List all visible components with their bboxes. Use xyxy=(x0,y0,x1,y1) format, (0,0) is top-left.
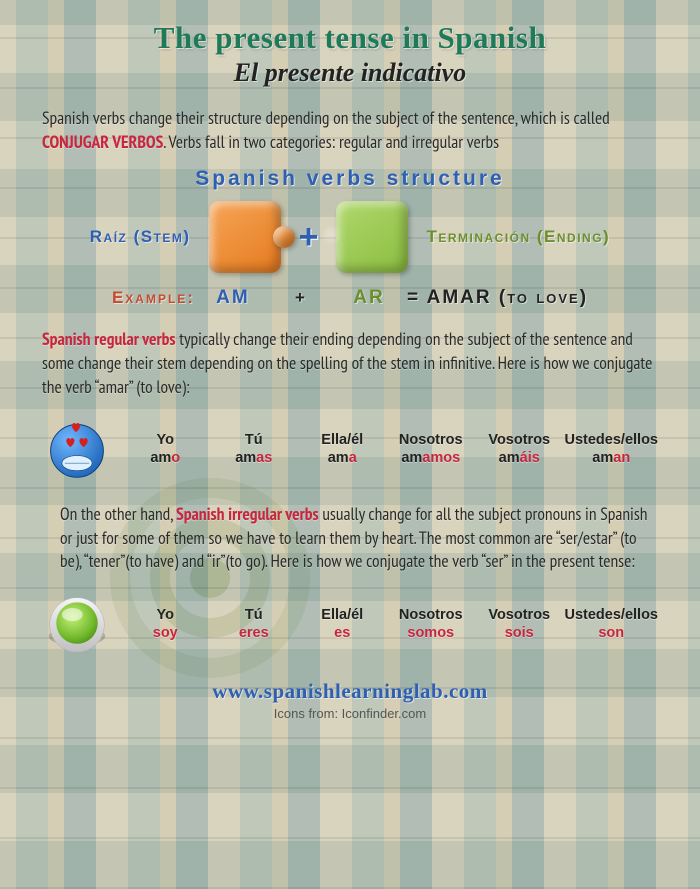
example-stem: AM xyxy=(203,287,263,309)
form: ama xyxy=(299,450,386,466)
amar-conjugation: Yo Tú Ella/él Nosotros Vosotros Ustedes/… xyxy=(42,414,658,484)
intro-highlight: CONJUGAR VERBOS xyxy=(42,130,163,153)
form: amas xyxy=(211,450,298,466)
green-button-icon xyxy=(42,589,112,659)
irregular-highlight: Spanish irregular verbs xyxy=(176,502,319,525)
pron: Tú xyxy=(211,607,298,625)
footer-credit: Icons from: Iconfinder.com xyxy=(42,706,658,721)
form: soy xyxy=(122,625,209,641)
example-row: Example: AM + AR = AMAR (to love) xyxy=(42,287,658,309)
form: es xyxy=(299,625,386,641)
pron: Ella/él xyxy=(299,432,386,450)
pron: Nosotros xyxy=(388,432,475,450)
structure-heading: Spanish verbs structure xyxy=(42,167,658,191)
irregular-pre: On the other hand, xyxy=(60,502,176,525)
pron: Nosotros xyxy=(388,607,475,625)
pron: Ustedes/ellos xyxy=(565,432,659,450)
irregular-paragraph: On the other hand, Spanish irregular ver… xyxy=(60,502,648,573)
ending-label: Terminación (Ending) xyxy=(426,227,610,247)
form: somos xyxy=(388,625,475,641)
love-emoji-icon xyxy=(42,414,112,484)
pron: Ustedes/ellos xyxy=(565,607,659,625)
pron: Yo xyxy=(122,432,209,450)
example-ending: AR xyxy=(339,287,399,309)
form: aman xyxy=(565,450,659,466)
intro-paragraph: Spanish verbs change their structure dep… xyxy=(42,106,658,153)
pron: Vosotros xyxy=(476,607,563,625)
puzzle-ending-icon xyxy=(336,201,408,273)
structure-row: Raíz (Stem) + Terminación (Ending) xyxy=(42,201,658,273)
form: amáis xyxy=(476,450,563,466)
page-subtitle: El presente indicativo xyxy=(42,58,658,88)
form: amamos xyxy=(388,450,475,466)
intro-post: . Verbs fall in two categories: regular … xyxy=(163,130,499,153)
form: son xyxy=(565,625,659,641)
form: eres xyxy=(211,625,298,641)
pron: Vosotros xyxy=(476,432,563,450)
pron: Ella/él xyxy=(299,607,386,625)
plus-icon: + xyxy=(299,218,319,257)
example-plus: + xyxy=(271,288,331,308)
stem-label: Raíz (Stem) xyxy=(90,227,191,247)
pron: Tú xyxy=(211,432,298,450)
footer: www.spanishlearninglab.com Icons from: I… xyxy=(42,679,658,721)
footer-url: www.spanishlearninglab.com xyxy=(42,679,658,704)
amar-grid: Yo Tú Ella/él Nosotros Vosotros Ustedes/… xyxy=(122,432,658,466)
ser-grid: Yo Tú Ella/él Nosotros Vosotros Ustedes/… xyxy=(122,607,658,641)
regular-paragraph: Spanish regular verbs typically change t… xyxy=(42,327,658,398)
page-title: The present tense in Spanish xyxy=(42,20,658,56)
example-result: = AMAR (to love) xyxy=(407,287,588,309)
form: amo xyxy=(122,450,209,466)
infographic-page: The present tense in Spanish El presente… xyxy=(0,0,700,889)
form: sois xyxy=(476,625,563,641)
ser-conjugation: Yo Tú Ella/él Nosotros Vosotros Ustedes/… xyxy=(42,589,658,659)
regular-highlight: Spanish regular verbs xyxy=(42,327,176,350)
intro-pre: Spanish verbs change their structure dep… xyxy=(42,106,610,129)
puzzle-stem-icon xyxy=(209,201,281,273)
pron: Yo xyxy=(122,607,209,625)
example-label: Example: xyxy=(112,288,195,308)
